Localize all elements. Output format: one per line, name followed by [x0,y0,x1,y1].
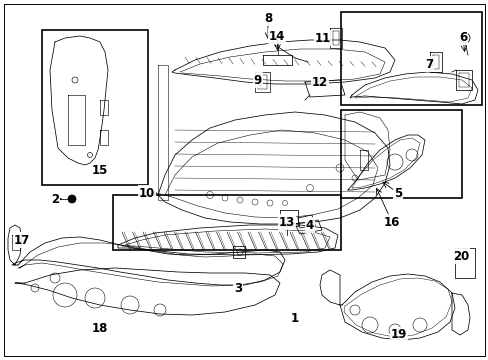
Text: 4: 4 [305,219,313,231]
Text: 1: 1 [290,311,299,324]
Text: 9: 9 [253,73,262,86]
Text: 8: 8 [264,12,271,24]
Text: 20: 20 [452,249,468,262]
Text: 17: 17 [14,234,30,247]
Text: 11: 11 [314,32,330,45]
Text: 19: 19 [390,328,407,342]
Text: 6: 6 [458,31,466,44]
Text: 13: 13 [278,216,295,229]
Text: 16: 16 [383,216,399,229]
Text: 10: 10 [139,186,155,199]
Text: 3: 3 [233,282,242,294]
Text: 7: 7 [424,58,432,71]
Bar [340,110,461,198]
Text: 5: 5 [393,186,401,199]
Text: 12: 12 [311,76,327,89]
Text: 14: 14 [268,30,285,42]
Text: 2: 2 [51,193,59,206]
Circle shape [68,195,76,203]
Text: 15: 15 [92,163,108,176]
Bar [340,12,481,105]
Bar [113,195,340,250]
Bar [42,30,148,185]
Text: 18: 18 [92,321,108,334]
